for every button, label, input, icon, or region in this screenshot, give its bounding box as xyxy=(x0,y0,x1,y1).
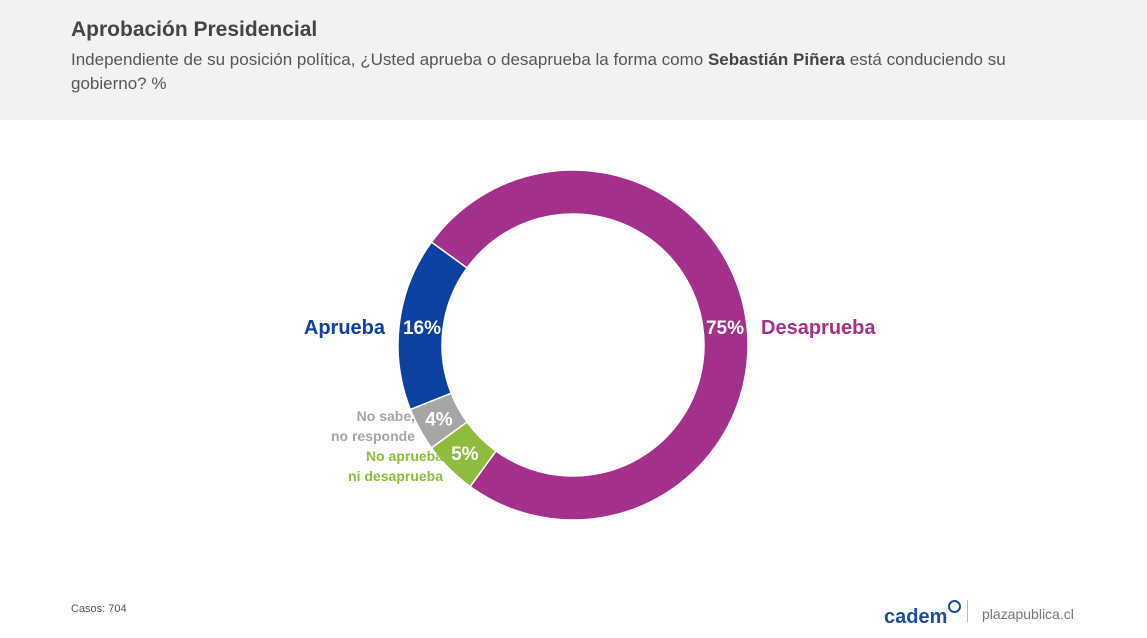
category-label-line: ni desaprueba xyxy=(348,468,443,484)
category-label-line: no responde xyxy=(331,428,415,444)
value-label-aprueba: 16% xyxy=(403,318,441,339)
page-title: Aprobación Presidencial xyxy=(71,18,318,41)
footer-site: plazapublica.cl xyxy=(982,606,1074,622)
category-label-aprueba: Aprueba xyxy=(304,317,386,339)
category-label-no-aprueba-ni-desaprueba: No aprueba ni desaprueba xyxy=(348,448,443,484)
category-label-line: No aprueba xyxy=(366,448,443,464)
slice-aprueba xyxy=(397,241,469,411)
value-label-no-aprueba-ni-desaprueba: 5% xyxy=(451,444,479,465)
logo-circle-icon xyxy=(948,600,962,613)
category-label-desaprueba: Desaprueba xyxy=(761,317,876,339)
question-text: Independiente de su posición política, ¿… xyxy=(71,48,1011,96)
casos-note: Casos: 704 xyxy=(71,603,127,615)
question-pre: Independiente de su posición política, ¿… xyxy=(71,50,708,69)
question-name: Sebastián Piñera xyxy=(707,50,845,69)
category-label-line: Desaprueba xyxy=(761,317,876,339)
category-label-line: No sabe, xyxy=(357,408,415,424)
question-post: está conduciendo su gobierno? % xyxy=(71,50,1006,93)
category-label-no-sabe-no-responde: No sabe, no responde xyxy=(331,408,415,444)
header-band: Aprobación Presidencial Independiente de… xyxy=(0,0,1147,120)
value-label-desaprueba: 75% xyxy=(706,318,744,339)
category-label-line: Aprueba xyxy=(304,317,386,339)
cadem-logo: cadem xyxy=(884,600,962,629)
value-label-no-sabe-no-responde: 4% xyxy=(425,410,453,431)
slice-desaprueba xyxy=(430,169,749,521)
footer-divider xyxy=(967,600,968,622)
logo-text: cadem xyxy=(884,606,948,628)
